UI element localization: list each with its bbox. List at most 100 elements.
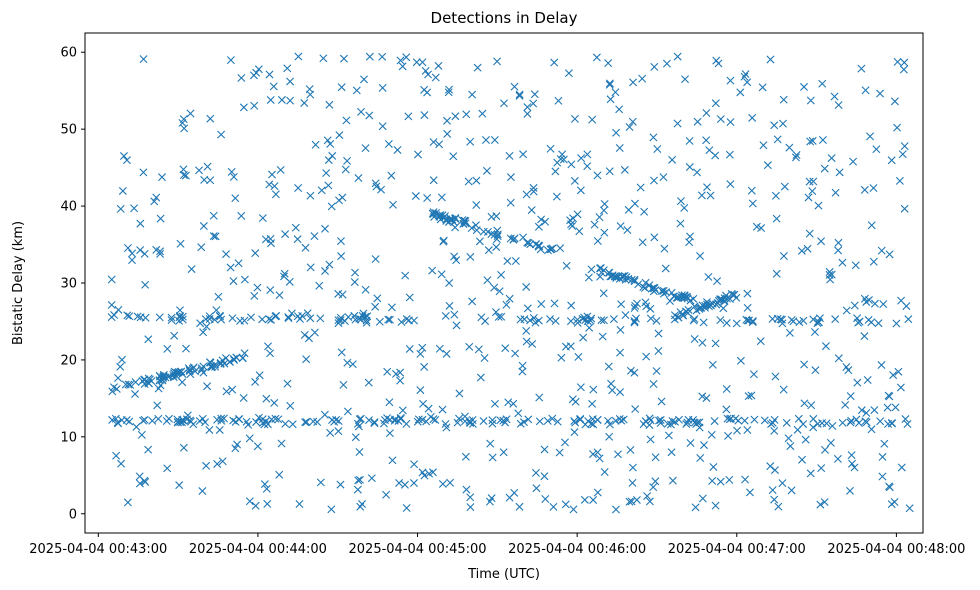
data-point: [548, 414, 557, 423]
data-point: [696, 454, 705, 462]
data-point: [474, 345, 483, 354]
data-point: [316, 314, 325, 323]
data-point: [680, 203, 689, 212]
data-point: [593, 237, 602, 245]
data-point: [209, 211, 218, 220]
data-point: [275, 291, 284, 300]
data-point: [651, 453, 660, 462]
data-point: [774, 502, 783, 511]
data-point: [490, 283, 499, 292]
data-point: [522, 337, 531, 346]
data-point: [593, 171, 602, 180]
data-point: [502, 300, 511, 309]
data-point: [180, 124, 189, 133]
data-point: [550, 58, 559, 67]
data-point: [842, 306, 851, 315]
data-point: [630, 277, 639, 286]
data-point: [684, 415, 693, 424]
data-point: [222, 387, 231, 396]
data-point: [206, 176, 215, 185]
data-point: [136, 219, 145, 228]
data-point: [275, 470, 284, 479]
data-point: [647, 284, 656, 293]
data-point: [782, 418, 791, 427]
data-point: [294, 184, 303, 192]
data-point: [740, 72, 749, 81]
data-point: [791, 153, 800, 162]
data-point: [808, 187, 817, 196]
data-point: [229, 172, 238, 181]
data-point: [179, 115, 188, 124]
data-point: [438, 405, 447, 414]
data-point: [853, 378, 862, 387]
data-point: [334, 319, 343, 328]
data-point: [643, 492, 652, 501]
data-point: [752, 222, 761, 231]
data-point: [554, 96, 563, 105]
data-point: [862, 297, 871, 306]
data-point: [492, 243, 501, 252]
data-point: [666, 420, 675, 429]
data-point: [284, 314, 293, 323]
data-point: [476, 373, 485, 382]
data-point: [818, 79, 827, 88]
data-point: [252, 418, 261, 427]
data-point: [605, 167, 614, 176]
data-point: [237, 211, 246, 220]
data-point: [437, 193, 446, 202]
data-point: [709, 462, 718, 471]
data-point: [535, 241, 544, 250]
data-point: [108, 387, 117, 396]
data-point: [201, 315, 210, 324]
data-point: [628, 117, 637, 126]
data-point: [750, 415, 759, 424]
data-point: [250, 291, 259, 300]
data-point: [807, 401, 816, 410]
data-point: [654, 347, 663, 355]
data-point: [589, 495, 598, 504]
data-point: [499, 416, 508, 425]
data-point: [711, 501, 720, 510]
data-point: [153, 401, 162, 410]
data-point: [351, 268, 360, 277]
data-point: [900, 58, 909, 67]
data-point: [253, 283, 262, 292]
data-point: [140, 249, 149, 258]
data-point: [214, 292, 223, 301]
data-point: [423, 88, 432, 97]
data-point: [266, 349, 275, 358]
data-point: [510, 82, 519, 91]
data-point: [651, 477, 660, 486]
data-point: [661, 264, 670, 273]
data-point: [874, 319, 883, 328]
data-point: [400, 480, 409, 489]
data-point: [364, 378, 373, 387]
data-point: [437, 270, 446, 279]
data-point: [280, 269, 289, 278]
data-point: [663, 419, 672, 428]
data-point: [758, 83, 767, 92]
data-point: [583, 150, 592, 159]
data-point: [343, 358, 352, 367]
data-point: [785, 143, 794, 152]
data-point: [497, 270, 506, 279]
data-point: [270, 182, 279, 191]
data-point: [301, 243, 310, 252]
data-point: [779, 95, 788, 104]
data-point: [488, 416, 497, 425]
data-point: [556, 155, 565, 164]
data-point: [429, 415, 438, 424]
data-point: [530, 90, 539, 99]
data-point: [600, 199, 609, 208]
data-point: [529, 314, 538, 323]
data-point: [486, 439, 495, 448]
data-point: [506, 173, 515, 182]
data-point: [725, 150, 734, 159]
data-point: [339, 54, 348, 63]
data-point: [885, 250, 894, 259]
data-point: [197, 364, 206, 373]
data-point: [849, 157, 858, 166]
data-point: [418, 343, 427, 352]
data-point: [464, 177, 473, 186]
data-point: [625, 123, 634, 132]
